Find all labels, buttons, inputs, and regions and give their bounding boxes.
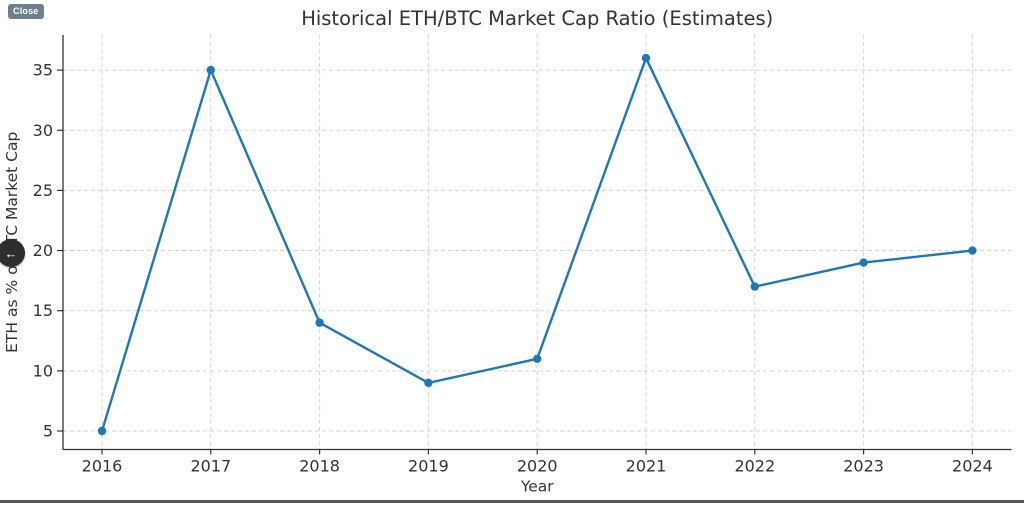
data-point-2023	[859, 258, 868, 267]
x-tick-labels: 2016 2017 2018 2019 2020 2021 2022 2023 2024	[82, 457, 993, 476]
data-point-2016	[97, 426, 107, 436]
tick-marks	[57, 69, 974, 455]
y-tick-label: 30	[33, 121, 53, 140]
y-tick-label: 25	[33, 181, 53, 200]
x-tick-label: 2021	[626, 457, 667, 476]
x-tick-label: 2024	[952, 457, 993, 476]
data-point-2017	[206, 65, 215, 75]
x-tick-label: 2019	[408, 457, 449, 476]
data-point-2022	[750, 282, 759, 291]
data-point-2019	[424, 378, 433, 388]
left-arrow-icon: ←	[4, 245, 18, 261]
y-tick-label: 5	[43, 422, 53, 441]
x-tick-label: 2016	[82, 457, 123, 476]
data-point-2024	[968, 246, 977, 255]
grid-lines	[63, 35, 1012, 450]
back-arrow-button[interactable]: ←	[0, 239, 25, 267]
x-axis-label: Year	[520, 478, 554, 496]
x-tick-label: 2023	[843, 457, 884, 476]
data-point-2018	[315, 318, 324, 327]
y-tick-labels: 5 10 15 20 25 30 35	[33, 61, 53, 441]
bottom-divider	[0, 500, 1024, 503]
y-tick-label: 20	[33, 241, 53, 260]
x-tick-label: 2017	[190, 457, 231, 476]
x-tick-label: 2022	[734, 457, 775, 476]
data-point-2020	[533, 354, 542, 364]
y-tick-label: 10	[33, 361, 53, 380]
y-tick-label: 15	[33, 301, 53, 320]
series-markers	[97, 53, 977, 436]
close-button[interactable]: Close	[8, 4, 44, 19]
x-tick-label: 2020	[517, 457, 558, 476]
y-tick-label: 35	[33, 61, 53, 80]
x-tick-label: 2018	[299, 457, 340, 476]
chart-title: Historical ETH/BTC Market Cap Ratio (Est…	[301, 7, 773, 30]
data-point-2021	[641, 53, 651, 63]
